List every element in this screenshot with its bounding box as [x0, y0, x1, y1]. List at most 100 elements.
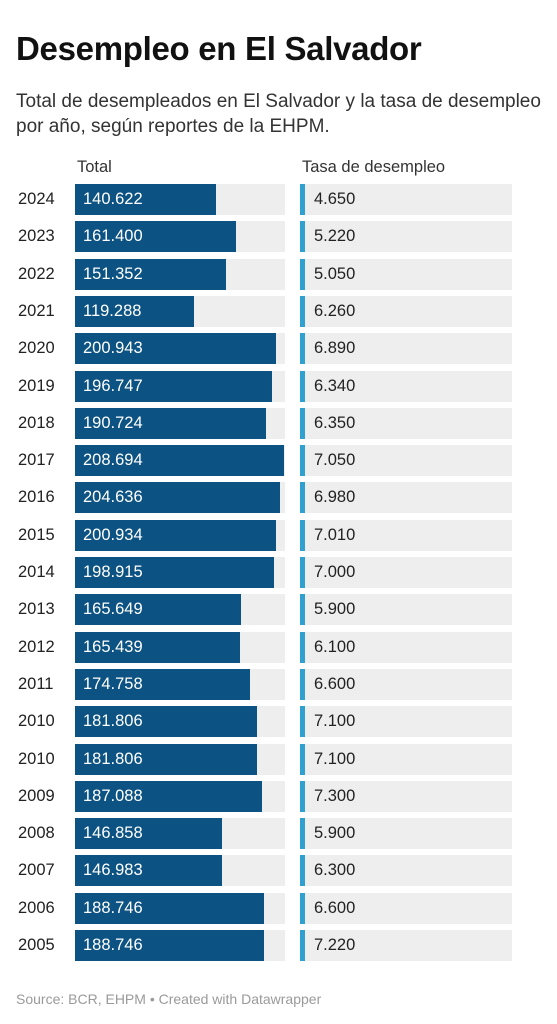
year-label: 2016 — [18, 488, 55, 507]
year-label: 2009 — [18, 786, 55, 805]
total-bar-track: 165.439 — [75, 631, 285, 663]
total-bar — [75, 370, 272, 402]
total-bar-track: 146.983 — [75, 855, 285, 887]
tasa-bar — [300, 482, 305, 514]
total-value-label: 200.943 — [83, 339, 143, 358]
table-row: 2023 161.400 5.220 — [0, 221, 557, 253]
table-row: 2012 165.439 6.100 — [0, 631, 557, 663]
total-bar-track: 119.288 — [75, 295, 285, 327]
table-row: 2022 151.352 5.050 — [0, 258, 557, 290]
tasa-bar — [300, 407, 305, 439]
total-bar — [75, 706, 257, 738]
tasa-value-label: 5.050 — [314, 264, 356, 283]
tasa-bar — [300, 780, 305, 812]
total-bar-track: 146.858 — [75, 818, 285, 850]
total-value-label: 188.746 — [83, 898, 143, 917]
year-label: 2024 — [18, 190, 55, 208]
tasa-bar — [300, 668, 305, 700]
total-bar-track: 200.943 — [75, 333, 285, 365]
total-bar-track: 161.400 — [75, 221, 285, 253]
total-bar-track: 188.746 — [75, 892, 285, 924]
total-value-label: 161.400 — [83, 227, 143, 246]
total-bar — [75, 892, 264, 924]
total-bar — [75, 184, 216, 215]
source-footer: Source: BCR, EHPM • Created with Datawra… — [16, 991, 322, 1007]
total-value-label: 208.694 — [83, 451, 143, 470]
total-bar-track: 198.915 — [75, 557, 285, 588]
year-label: 2019 — [18, 376, 55, 395]
total-value-label: 204.636 — [83, 488, 143, 507]
total-bar-track: 174.758 — [75, 668, 285, 700]
table-row: 2005 188.746 7.220 — [0, 930, 557, 961]
year-label: 2021 — [18, 301, 55, 320]
tasa-value-label: 5.900 — [314, 824, 356, 843]
total-bar — [75, 519, 276, 551]
column-header-tasa: Tasa de desempleo — [302, 158, 446, 176]
tasa-bar — [300, 818, 305, 850]
total-bar — [75, 855, 222, 887]
tasa-value-label: 6.260 — [314, 301, 356, 320]
total-bar — [75, 407, 266, 439]
tasa-bar-track: 6.600 — [300, 892, 512, 924]
total-value-label: 181.806 — [83, 749, 143, 768]
tasa-bar-track: 5.220 — [300, 221, 512, 253]
table-row: 2019 196.747 6.340 — [0, 370, 557, 402]
total-bar — [75, 780, 262, 812]
year-label: 2008 — [18, 824, 55, 843]
tasa-bar-track: 7.000 — [300, 557, 512, 588]
total-value-label: 146.983 — [83, 861, 143, 880]
total-bar — [75, 482, 280, 514]
total-value-label: 174.758 — [83, 674, 143, 693]
tasa-value-label: 6.600 — [314, 674, 356, 693]
tasa-bar — [300, 743, 305, 775]
table-row: 2009 187.088 7.300 — [0, 780, 557, 812]
total-value-label: 165.439 — [83, 637, 143, 656]
tasa-value-label: 5.220 — [314, 227, 356, 246]
tasa-value-label: 6.600 — [314, 898, 356, 917]
tasa-bar-track: 7.300 — [300, 780, 512, 812]
total-value-label: 188.746 — [83, 936, 143, 954]
total-value-label: 151.352 — [83, 264, 143, 283]
total-bar-track: 181.806 — [75, 743, 285, 775]
total-bar-track: 190.724 — [75, 407, 285, 439]
total-bar-track: 208.694 — [75, 445, 285, 477]
tasa-bar-track: 7.100 — [300, 706, 512, 738]
total-bar — [75, 557, 274, 588]
table-row: 2006 188.746 6.600 — [0, 892, 557, 924]
total-bar-track: 181.806 — [75, 706, 285, 738]
table-row: 2014 198.915 7.000 — [0, 557, 557, 588]
total-bar — [75, 445, 284, 477]
table-row: 2020 200.943 6.890 — [0, 333, 557, 365]
year-label: 2018 — [18, 413, 55, 432]
tasa-value-label: 7.050 — [314, 451, 356, 470]
chart-subtitle: Total de desempleados en El Salvador y l… — [16, 91, 541, 137]
year-label: 2007 — [18, 861, 55, 880]
tasa-value-label: 6.100 — [314, 637, 356, 656]
table-row: 2008 146.858 5.900 — [0, 818, 557, 850]
tasa-bar — [300, 184, 305, 215]
table-row: 2024 140.622 4.650 — [0, 184, 557, 215]
table-row: 2017 208.694 7.050 — [0, 445, 557, 477]
total-bar-track: 200.934 — [75, 519, 285, 551]
tasa-value-label: 7.220 — [314, 936, 356, 954]
table-row: 2011 174.758 6.600 — [0, 668, 557, 700]
year-label: 2015 — [18, 525, 55, 544]
total-value-label: 146.858 — [83, 824, 143, 843]
total-bar — [75, 594, 241, 626]
tasa-value-label: 7.100 — [314, 749, 356, 768]
tasa-bar — [300, 706, 305, 738]
tasa-bar — [300, 295, 305, 327]
tasa-value-label: 5.900 — [314, 600, 356, 619]
total-value-label: 200.934 — [83, 525, 143, 544]
tasa-bar-track: 4.650 — [300, 184, 512, 215]
table-row: 2016 204.636 6.980 — [0, 482, 557, 514]
total-bar — [75, 930, 264, 961]
tasa-bar — [300, 930, 305, 961]
table-row: 2015 200.934 7.010 — [0, 519, 557, 551]
tasa-bar — [300, 631, 305, 663]
total-value-label: 198.915 — [83, 563, 143, 581]
tasa-value-label: 4.650 — [314, 190, 356, 208]
year-label: 2017 — [18, 451, 55, 470]
total-bar — [75, 668, 250, 700]
total-bar-track: 204.636 — [75, 482, 285, 514]
